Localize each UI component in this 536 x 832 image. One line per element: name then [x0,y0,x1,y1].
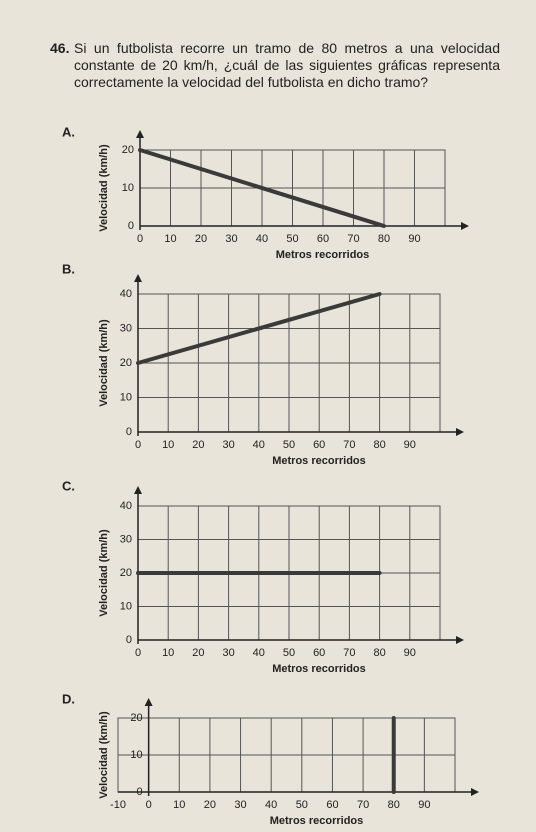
x-tick-label: 20 [192,439,204,451]
x-tick-label: 30 [225,233,237,245]
x-tick-label: 10 [162,439,174,451]
x-tick-label: 30 [222,439,234,451]
y-axis-arrow [134,486,142,494]
y-tick-label: 0 [128,220,134,232]
option-label: D. [62,691,75,706]
x-axis-label: Metros recorridos [272,663,366,675]
x-tick-label: 90 [404,647,416,659]
x-axis-arrow [461,222,469,230]
x-tick-label: 50 [286,233,298,245]
x-axis-arrow [471,788,479,796]
y-tick-label: 30 [120,533,132,545]
x-tick-label: 80 [388,799,400,811]
y-tick-label: 40 [120,500,132,512]
x-tick-label: 10 [162,647,174,659]
x-tick-label: 70 [347,233,359,245]
x-tick-label: 40 [265,799,277,811]
y-tick-label: 30 [120,322,132,334]
option-label: B. [62,261,75,276]
x-tick-label: 60 [313,439,325,451]
y-tick-label: 20 [120,357,132,369]
x-tick-label: 50 [296,799,308,811]
x-tick-label: 10 [164,233,176,245]
x-tick-label: 90 [408,233,420,245]
x-tick-label: 20 [192,647,204,659]
x-tick-label: 40 [253,647,265,659]
x-axis-label: Metros recorridos [276,249,370,261]
x-tick-label: 90 [418,799,430,811]
question-text: Si un futbolista recorre un tramo de 80 … [74,40,500,90]
x-tick-label: 80 [378,233,390,245]
x-tick-label: 50 [283,439,295,451]
x-tick-label: -10 [110,799,126,811]
y-tick-label: 10 [120,391,132,403]
x-tick-label: 0 [137,233,143,245]
x-tick-label: 60 [313,647,325,659]
data-line [138,148,386,228]
y-axis-label: Velocidad (km/h) [98,529,110,617]
option-label: C. [62,478,75,493]
y-axis-arrow [134,274,142,282]
x-tick-label: 60 [317,233,329,245]
data-line [136,292,382,365]
y-tick-label: 0 [126,426,132,438]
y-axis-arrow [136,130,144,138]
x-tick-label: 30 [222,647,234,659]
x-axis-label: Metros recorridos [270,815,364,827]
x-tick-label: 20 [204,799,216,811]
x-tick-label: 70 [357,799,369,811]
x-tick-label: 0 [135,647,141,659]
x-tick-label: 40 [256,233,268,245]
y-tick-label: 10 [120,600,132,612]
x-tick-label: 50 [283,647,295,659]
y-tick-label: 20 [120,567,132,579]
question: 46. Si un futbolista recorre un tramo de… [50,40,500,91]
x-tick-label: 20 [195,233,207,245]
x-tick-label: 40 [253,439,265,451]
y-tick-label: 0 [137,786,143,798]
y-tick-label: 10 [122,182,134,194]
x-tick-label: 70 [343,439,355,451]
y-axis-label: Velocidad (km/h) [98,711,110,799]
x-tick-label: 70 [343,647,355,659]
y-axis-label: Velocidad (km/h) [98,144,110,232]
y-axis-label: Velocidad (km/h) [98,319,110,407]
x-tick-label: 0 [135,439,141,451]
x-tick-label: 80 [373,439,385,451]
x-tick-label: 60 [326,799,338,811]
x-tick-label: 10 [173,799,185,811]
y-tick-label: 10 [130,749,142,761]
y-tick-label: 40 [120,288,132,300]
y-axis-arrow [144,698,153,706]
x-axis-label: Metros recorridos [272,455,366,467]
x-axis-arrow [456,428,464,436]
x-tick-label: 0 [146,799,152,811]
y-tick-label: 0 [126,634,132,646]
y-tick-label: 20 [130,712,142,724]
x-tick-label: 90 [404,439,416,451]
x-tick-label: 30 [234,799,246,811]
question-number: 46. [50,40,70,56]
x-tick-label: 80 [373,647,385,659]
y-tick-label: 20 [122,144,134,156]
x-axis-arrow [456,636,464,644]
option-label: A. [62,124,75,139]
